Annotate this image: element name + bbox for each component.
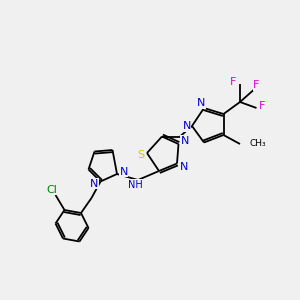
Text: F: F — [253, 80, 260, 91]
Text: N: N — [182, 121, 191, 131]
Text: F: F — [230, 77, 237, 87]
Text: N: N — [119, 167, 128, 177]
Text: N: N — [197, 98, 205, 108]
Text: NH: NH — [128, 180, 143, 190]
Text: N: N — [90, 179, 98, 189]
Text: N: N — [181, 136, 189, 146]
Text: N: N — [179, 161, 188, 172]
Text: Cl: Cl — [46, 184, 57, 195]
Text: S: S — [137, 149, 145, 160]
Text: F: F — [259, 101, 265, 111]
Text: CH₃: CH₃ — [249, 140, 266, 148]
